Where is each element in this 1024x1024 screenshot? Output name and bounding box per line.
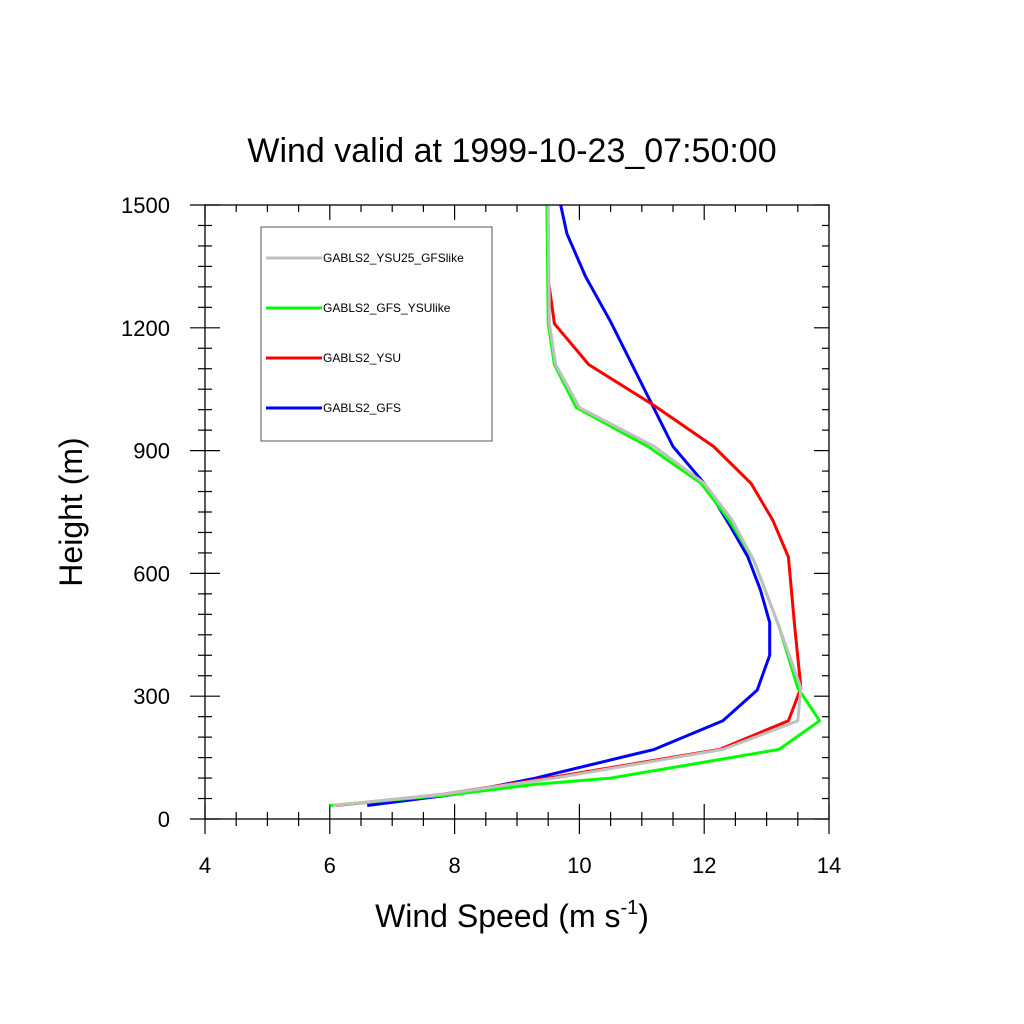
x-tick-label-4: 12 bbox=[692, 853, 716, 878]
y-tick-label-4: 1200 bbox=[121, 316, 170, 341]
series-line-gabls2-ysu25-gfslike bbox=[332, 204, 803, 807]
y-tick-label-1: 300 bbox=[133, 684, 170, 709]
x-tick-label-0: 4 bbox=[199, 853, 211, 878]
legend-label-0: GABLS2_YSU25_GFSlike bbox=[323, 251, 464, 265]
x-tick-label-1: 6 bbox=[324, 853, 336, 878]
x-tick-label-3: 10 bbox=[567, 853, 591, 878]
legend-box bbox=[260, 226, 493, 442]
series-line-gabls2-gfs bbox=[367, 204, 772, 807]
y-tick-label-2: 600 bbox=[133, 561, 170, 586]
plot-frame bbox=[204, 204, 830, 820]
legend: GABLS2_YSU25_GFSlike GABLS2_GFS_YSUlike GA… bbox=[260, 226, 493, 442]
chart-title: Wind valid at 1999-10-23_07:50:00 bbox=[247, 132, 776, 170]
y-tick-label-0: 0 bbox=[158, 807, 170, 832]
y-axis-label: Height (m) bbox=[53, 437, 89, 586]
x-axis-label-superscript: -1 bbox=[620, 897, 638, 919]
legend-label-2: GABLS2_YSU bbox=[323, 351, 401, 365]
legend-label-1: GABLS2_GFS_YSUlike bbox=[323, 301, 451, 315]
x-axis-label: Wind Speed (m s-1) bbox=[375, 897, 649, 934]
legend-label-3: GABLS2_GFS bbox=[323, 401, 401, 415]
y-tick-label-5: 1500 bbox=[121, 193, 170, 218]
y-tick-label-3: 900 bbox=[133, 439, 170, 464]
x-tick-label-5: 14 bbox=[817, 853, 841, 878]
x-tick-label-2: 8 bbox=[448, 853, 460, 878]
x-axis-label-main: Wind Speed (m s bbox=[375, 898, 620, 934]
x-axis-label-end: ) bbox=[638, 898, 649, 934]
